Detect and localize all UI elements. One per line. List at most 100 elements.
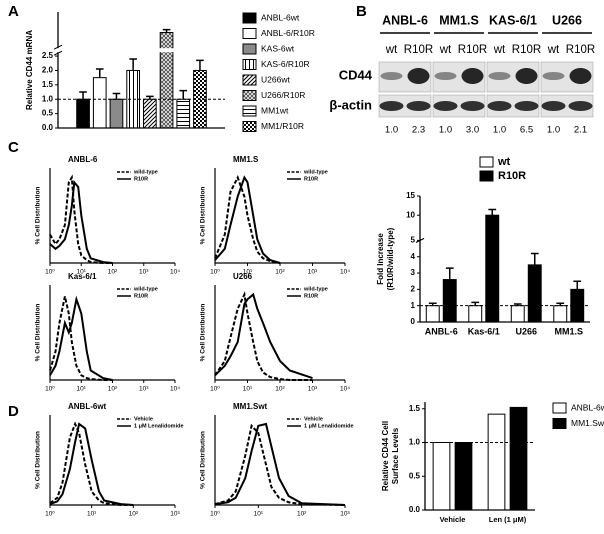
y-tick-label: 2 (411, 284, 416, 293)
blot-strip (432, 94, 486, 118)
panel-label: A (8, 3, 19, 20)
error-bar (112, 92, 121, 100)
lane-label: wt (547, 44, 560, 56)
error-bar (79, 91, 87, 100)
legend-label: Vehicle (134, 416, 153, 422)
legend-label: KAS-6wt (261, 43, 295, 53)
axes (214, 285, 345, 381)
legend-label: wild-type (133, 286, 158, 292)
lane-label: R10R (566, 44, 595, 56)
x-tick-label: 10⁰ (45, 269, 55, 276)
legend-label: MM1.Swt (571, 418, 604, 428)
x-tick-label: 10¹ (77, 386, 87, 393)
chart-title: MM1.Swt (233, 402, 268, 411)
y-axis-label: % Cell Distribution (35, 304, 42, 362)
x-tick-label: 10² (275, 386, 285, 393)
axis-break-mark (53, 50, 63, 56)
bar (454, 442, 473, 511)
x-tick-label: 10¹ (243, 386, 253, 393)
y-tick-label: 1.0 (409, 438, 421, 447)
bar (143, 98, 157, 129)
cd44-band (542, 72, 565, 80)
legend-label: 1 μM Lenalidomide (134, 423, 184, 429)
histogram-curve (214, 292, 313, 380)
chart-title: U266 (233, 272, 253, 281)
bar (487, 413, 506, 511)
x-tick-label: ANBL-6 (425, 326, 458, 336)
actin-band (514, 101, 539, 111)
cd44-band (407, 68, 430, 84)
y-axis-label: % Cell Distribution (200, 431, 207, 489)
axes (49, 285, 175, 381)
y-axis-label: % Cell Distribution (200, 187, 207, 245)
x-tick-label: 10¹ (87, 511, 97, 518)
axes (49, 415, 175, 506)
x-tick-label: 10⁴ (170, 269, 180, 276)
y-tick-label: 0.0 (42, 123, 54, 132)
y-axis-label: Relative CD44 mRNA (25, 30, 34, 110)
axes (424, 402, 535, 511)
axes (419, 196, 590, 323)
legend-swatch (242, 90, 257, 101)
axis-break-mark (53, 44, 63, 50)
legend-label: U266/R10R (261, 90, 305, 100)
blot-strip (378, 94, 432, 118)
error-bar (573, 280, 582, 290)
legend-label: ANBL-6wt (571, 402, 604, 412)
actin-band (541, 101, 566, 111)
x-tick-label: 10² (108, 269, 118, 276)
legend-label: R10R (134, 176, 148, 182)
legend-label: ANBL-6wt (261, 12, 300, 22)
blot-quant: 2.1 (574, 125, 587, 136)
cd44-band (380, 72, 403, 80)
legend-swatch (242, 105, 257, 117)
legend-swatch (479, 156, 494, 168)
legend-label: MM1/R10R (261, 121, 304, 131)
x-tick-label: 10² (108, 386, 118, 393)
bar (109, 98, 124, 129)
bar (159, 32, 174, 129)
x-tick-label: MM1.S (554, 326, 583, 336)
histogram-curve (214, 422, 346, 506)
legend-swatch (242, 28, 257, 39)
y-tick-label: 0.5 (409, 471, 421, 480)
panel-label: D (8, 403, 19, 420)
blot-group: MM1.S (439, 13, 479, 27)
x-tick-label: 10⁰ (210, 511, 220, 518)
bar (553, 305, 568, 323)
panel-label: B (356, 3, 367, 20)
cd44-band (434, 72, 457, 80)
blot-row-label: β-actin (329, 97, 372, 112)
blot-strip (540, 94, 594, 118)
x-tick-label: 10⁴ (340, 269, 350, 276)
y-axis-label: % Cell Distribution (35, 431, 42, 489)
histogram-curve (49, 421, 134, 506)
legend-swatch (479, 170, 494, 182)
error-bar (196, 59, 204, 71)
y-axis-label: % Cell Distribution (200, 304, 207, 362)
histogram-curve (214, 174, 281, 264)
error-bar (129, 58, 137, 71)
cd44-band (461, 68, 484, 84)
cd44-band (488, 72, 511, 80)
legend-label: wild-type (133, 169, 158, 175)
error-bar (445, 267, 454, 280)
legend-swatch (552, 402, 567, 414)
actin-band (433, 101, 458, 111)
bar (76, 98, 90, 129)
bar (527, 264, 542, 323)
blot-group: U266 (552, 13, 582, 27)
legend-label: ANBL-6/R10R (261, 28, 315, 38)
x-tick-label: 10⁰ (45, 386, 55, 393)
error-bar (530, 252, 539, 265)
lane-label: R10R (512, 44, 541, 56)
bar (425, 305, 440, 323)
x-tick-label: 10² (129, 511, 139, 518)
bar (432, 442, 451, 511)
bar (442, 279, 457, 323)
blot-quant: 1.0 (493, 125, 506, 136)
x-tick-label: 10³ (340, 511, 350, 518)
chart-title: ANBL-6 (68, 155, 98, 164)
x-tick-label: 10⁰ (45, 511, 55, 518)
chart-title: MM1.S (233, 155, 259, 164)
